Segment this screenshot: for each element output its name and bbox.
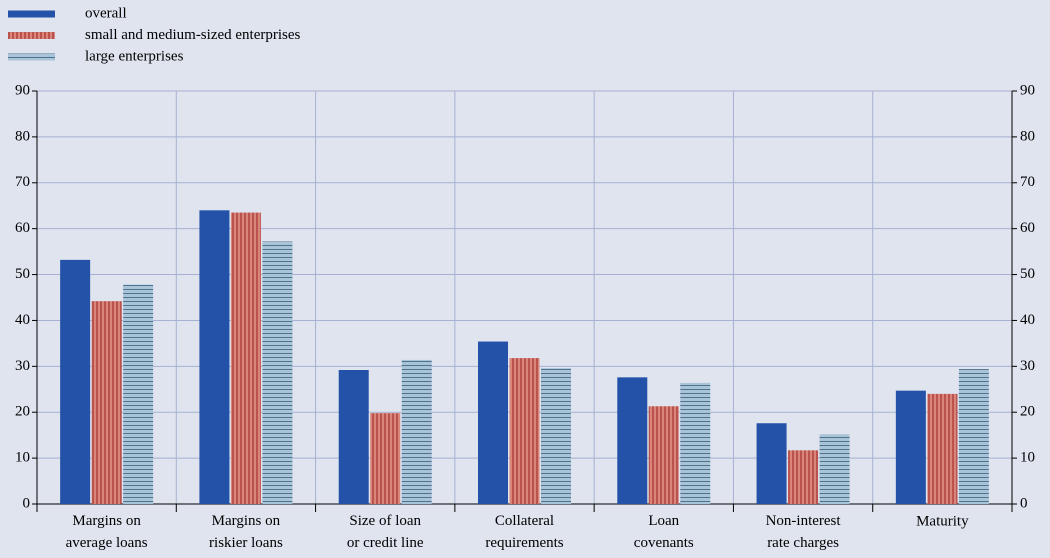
y-tick-label: 10 [15, 450, 30, 466]
x-tick-label: Non-interest rate charges [766, 513, 842, 551]
bar [927, 393, 958, 504]
bar [617, 377, 648, 504]
bar [60, 259, 91, 504]
y2-tick-label: 50 [1020, 266, 1035, 282]
y2-tick-label: 0 [1020, 495, 1028, 511]
bar [895, 390, 926, 504]
bar [819, 434, 850, 504]
x-tick-label: Loan covenants [634, 513, 694, 551]
y2-tick-label: 20 [1020, 404, 1035, 420]
bar [478, 341, 508, 504]
x-tick-label: Margins on average loans [66, 513, 148, 551]
bar [230, 212, 261, 504]
bar [788, 450, 819, 504]
y-tick-label: 80 [15, 128, 30, 144]
y2-tick-label: 30 [1020, 358, 1035, 374]
x-tick-label: Size of loan or credit line [347, 513, 424, 551]
y-tick-label: 20 [15, 404, 30, 420]
legend-swatch [8, 32, 55, 39]
legend-swatch [8, 53, 55, 61]
y-tick-label: 40 [15, 312, 30, 328]
bar [541, 368, 571, 504]
x-tick-label: Collateral requirements [485, 513, 563, 551]
bar [401, 359, 432, 504]
y2-tick-label: 60 [1020, 220, 1035, 236]
bar [509, 358, 540, 504]
y-tick-label: 60 [15, 220, 30, 236]
x-tick-label: Maturity [916, 513, 969, 529]
bar [262, 241, 293, 504]
bar [648, 406, 679, 504]
y-tick-label: 50 [15, 266, 30, 282]
bar [338, 370, 369, 504]
bar [756, 423, 787, 504]
y-tick-label: 0 [23, 495, 31, 511]
y2-tick-label: 10 [1020, 450, 1035, 466]
bar [680, 382, 711, 504]
y-tick-label: 30 [15, 358, 30, 374]
y2-tick-label: 80 [1020, 128, 1035, 144]
y-tick-label: 70 [15, 174, 30, 190]
x-tick-label: Margins on riskier loans [209, 513, 283, 551]
bar [199, 210, 230, 505]
bar [958, 369, 989, 504]
legend-label: overall [85, 5, 127, 21]
bar [123, 284, 154, 504]
legend-label: small and medium-sized enterprises [85, 27, 301, 43]
y2-tick-label: 40 [1020, 312, 1035, 328]
legend-label: large enterprises [85, 48, 184, 64]
bar [370, 413, 401, 504]
y-tick-label: 90 [15, 82, 30, 98]
y2-tick-label: 70 [1020, 174, 1035, 190]
bar [91, 301, 122, 504]
legend-swatch [8, 10, 55, 18]
y2-tick-label: 90 [1020, 82, 1035, 98]
